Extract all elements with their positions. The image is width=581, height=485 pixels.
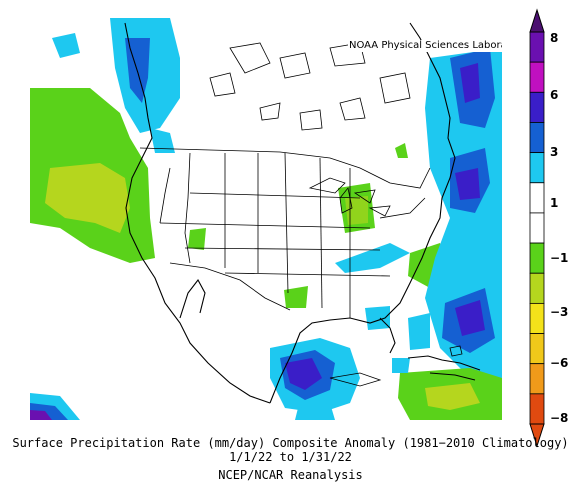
colorbar-segment — [529, 302, 545, 334]
colorbar-segment — [529, 61, 545, 93]
colorbar-label: 8 — [550, 31, 559, 45]
colorbar-segment — [529, 242, 545, 274]
coastlines — [124, 22, 481, 404]
colorbar-segment — [529, 363, 545, 395]
colorbar-label: 6 — [550, 88, 559, 102]
colorbar-min-arrow — [529, 423, 545, 448]
colorbar-segment — [529, 152, 545, 184]
colorbar-label: −1 — [550, 251, 569, 265]
colorbar-segment — [529, 31, 545, 63]
caption-title: Surface Precipitation Rate (mm/day) Comp… — [12, 436, 569, 450]
colorbar-label: −3 — [550, 305, 569, 319]
colorbar-segment — [529, 212, 545, 244]
caption-date-range: 1/1/22 to 1/31/22 — [229, 450, 352, 464]
anomaly-dry-california — [45, 163, 130, 233]
colorbar-segment — [529, 182, 545, 214]
colorbar-label: −6 — [550, 356, 569, 370]
colorbar-segment — [529, 272, 545, 304]
colorbar-segment — [529, 91, 545, 123]
political-borders — [139, 147, 431, 318]
colorbar-max-arrow — [529, 8, 545, 33]
colorbar-segment — [529, 393, 545, 425]
colorbar-segment — [529, 333, 545, 365]
credit-label: NOAA Physical Sciences Laboratory — [348, 40, 502, 52]
lakes-islands — [209, 42, 463, 387]
precipitation-anomaly-map — [30, 18, 502, 420]
colorbar-label: −8 — [550, 411, 569, 425]
colorbar-segment — [529, 122, 545, 154]
caption-source: NCEP/NCAR Reanalysis — [218, 468, 363, 482]
colorbar — [529, 8, 545, 448]
map-panel: NOAA Physical Sciences Laboratory — [30, 18, 502, 420]
colorbar-label: 1 — [550, 196, 559, 210]
colorbar-label: 3 — [550, 145, 559, 159]
